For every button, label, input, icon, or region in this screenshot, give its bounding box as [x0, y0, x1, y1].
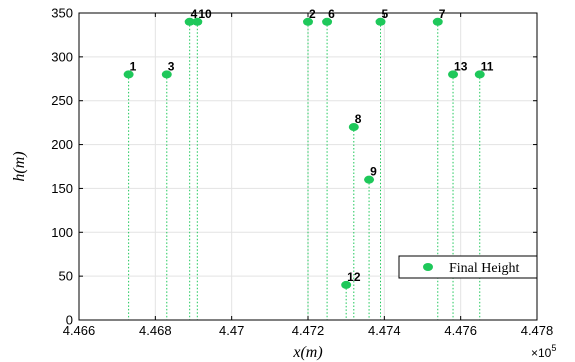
x-tick-label: 4.478 — [521, 323, 554, 338]
point-label: 8 — [355, 112, 362, 126]
point-label: 4 — [191, 7, 198, 21]
legend-box — [398, 255, 538, 279]
legend: Final Height — [398, 255, 538, 279]
y-tick-label: 350 — [51, 6, 73, 21]
point-label: 10 — [198, 7, 212, 21]
data-point — [432, 17, 443, 26]
ticks: 4.466 4.468 4.47 4.472 4.474 4.476 4.478 0 50 100… — [51, 6, 553, 339]
x-tick-label: 4.472 — [292, 323, 325, 338]
x-tick-label: 4.47 — [219, 323, 244, 338]
x-axis-multiplier: ×105 — [531, 343, 556, 360]
x-axis-label: x(m) — [292, 344, 322, 361]
data-point — [375, 17, 386, 26]
data-point — [322, 17, 333, 26]
point-label: 11 — [481, 59, 494, 73]
y-tick-label: 150 — [51, 181, 73, 196]
data-point — [161, 70, 172, 79]
point-label: 3 — [168, 59, 175, 73]
point-label: 7 — [439, 7, 446, 21]
point-label: 1 — [130, 59, 137, 73]
data-point — [364, 175, 375, 184]
data-point — [184, 17, 195, 26]
y-tick-label: 300 — [51, 49, 73, 64]
y-tick-label: 250 — [51, 93, 73, 108]
data-point — [303, 17, 313, 26]
y-axis-label: h(m) — [11, 151, 28, 181]
point-label: 13 — [454, 59, 468, 73]
point-label: 5 — [382, 7, 389, 21]
data-point — [448, 70, 459, 79]
x-tick-label: 4.474 — [368, 323, 401, 338]
point-label: 12 — [347, 270, 361, 284]
x-tick-label: 4.466 — [63, 323, 96, 338]
y-tick-label: 200 — [51, 137, 73, 152]
y-tick-label: 0 — [66, 313, 73, 328]
data-point — [192, 17, 203, 26]
point-label: 9 — [370, 165, 377, 179]
x-axis-multiplier-base: ×10 — [531, 346, 552, 360]
point-label: 6 — [328, 7, 335, 21]
y-tick-label: 50 — [59, 269, 73, 284]
y-tick-label: 100 — [51, 225, 73, 240]
x-tick-label: 4.468 — [139, 323, 172, 338]
x-tick-label: 4.476 — [444, 323, 477, 338]
point-label: 2 — [309, 7, 316, 21]
legend-entry-final-height: Final Height — [449, 261, 519, 276]
data-point — [123, 70, 134, 79]
data-point — [341, 280, 352, 289]
data-point — [474, 70, 485, 79]
legend-marker — [423, 263, 433, 271]
data-point — [348, 123, 359, 132]
x-axis-multiplier-exponent: 5 — [551, 343, 556, 353]
